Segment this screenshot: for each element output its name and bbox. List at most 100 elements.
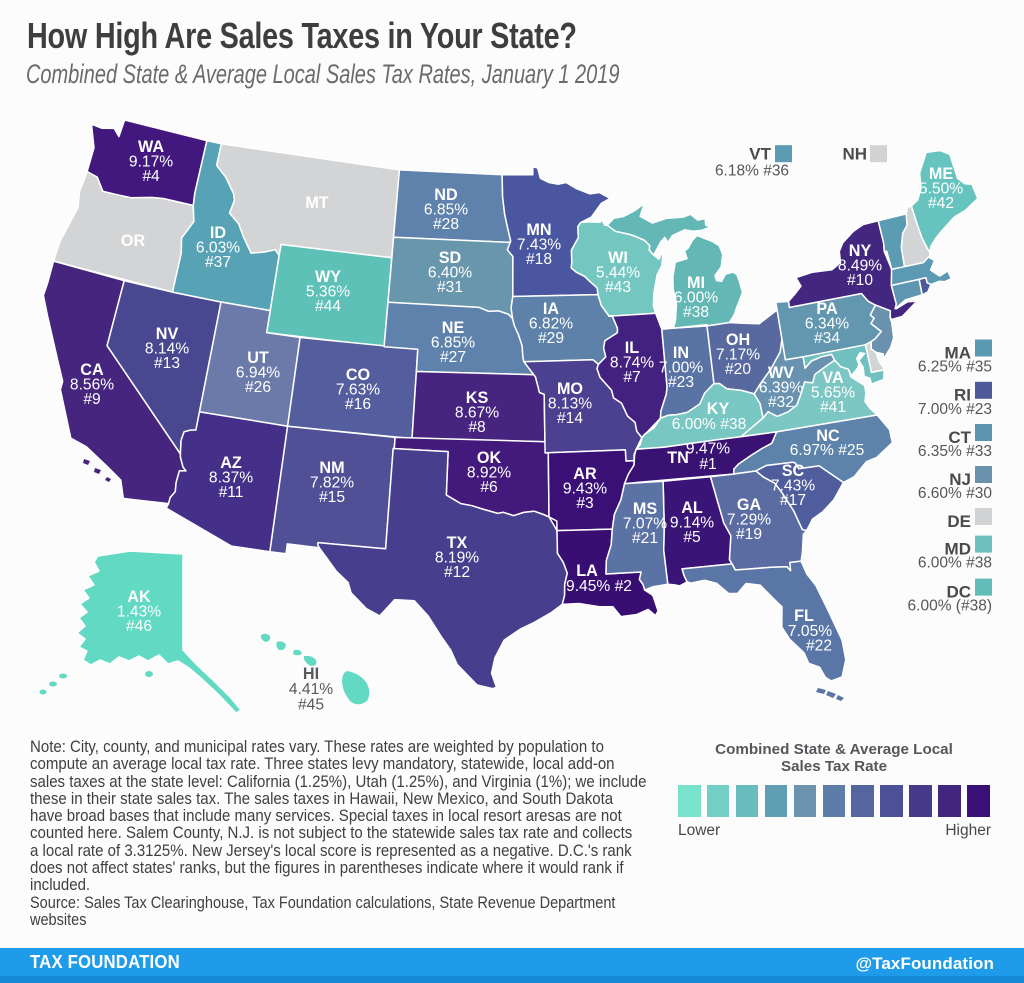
svg-text:CO: CO xyxy=(346,366,370,384)
svg-text:NE: NE xyxy=(442,319,465,337)
svg-text:IN: IN xyxy=(673,344,689,362)
svg-text:FL: FL xyxy=(794,607,814,625)
svg-text:9.43%: 9.43% xyxy=(563,480,607,497)
svg-text:#42: #42 xyxy=(928,195,954,212)
svg-text:#6: #6 xyxy=(480,479,497,496)
svg-text:9.47%: 9.47% xyxy=(686,441,730,458)
svg-text:AK: AK xyxy=(127,588,151,606)
svg-text:5.44%: 5.44% xyxy=(596,264,640,281)
svg-text:VA: VA xyxy=(822,369,844,387)
svg-text:MS: MS xyxy=(633,500,657,518)
svg-text:#43: #43 xyxy=(605,279,631,296)
svg-text:NJ: NJ xyxy=(949,470,971,489)
svg-text:7.00%: 7.00% xyxy=(659,359,703,376)
svg-text:#41: #41 xyxy=(820,399,846,416)
svg-text:#7: #7 xyxy=(623,369,640,386)
svg-text:#34: #34 xyxy=(814,330,840,347)
svg-text:WY: WY xyxy=(315,268,341,286)
svg-text:SD: SD xyxy=(439,249,462,267)
svg-text:#14: #14 xyxy=(557,410,583,427)
svg-text:6.25% #35: 6.25% #35 xyxy=(918,359,992,376)
svg-text:6.60% #30: 6.60% #30 xyxy=(918,485,992,502)
svg-text:NY: NY xyxy=(849,242,872,260)
svg-text:NH: NH xyxy=(842,145,867,164)
svg-text:#46: #46 xyxy=(126,618,152,635)
svg-text:4.41%: 4.41% xyxy=(289,681,333,698)
svg-text:ID: ID xyxy=(210,224,226,242)
svg-text:#37: #37 xyxy=(205,254,231,271)
svg-text:6.34%: 6.34% xyxy=(805,315,849,332)
svg-text:7.82%: 7.82% xyxy=(310,474,354,491)
svg-text:7.63%: 7.63% xyxy=(336,381,380,398)
svg-text:6.39%: 6.39% xyxy=(759,379,803,396)
svg-text:ND: ND xyxy=(434,186,458,204)
svg-text:5.65%: 5.65% xyxy=(811,384,855,401)
svg-text:SC: SC xyxy=(782,462,805,480)
svg-text:MN: MN xyxy=(526,221,551,239)
svg-text:#27: #27 xyxy=(440,349,466,366)
svg-text:NM: NM xyxy=(319,459,344,477)
svg-text:#38: #38 xyxy=(683,304,709,321)
svg-text:#10: #10 xyxy=(847,272,873,289)
svg-text:#23: #23 xyxy=(668,374,694,391)
svg-text:CT: CT xyxy=(948,428,971,447)
svg-text:#29: #29 xyxy=(538,330,564,347)
svg-text:IA: IA xyxy=(543,300,559,318)
svg-text:GA: GA xyxy=(737,496,762,514)
svg-text:#8: #8 xyxy=(468,419,485,436)
svg-text:AL: AL xyxy=(681,499,703,517)
svg-text:OK: OK xyxy=(477,449,502,467)
svg-text:MO: MO xyxy=(557,380,583,398)
svg-text:8.56%: 8.56% xyxy=(70,376,114,393)
svg-text:6.40%: 6.40% xyxy=(428,264,472,281)
svg-text:RI: RI xyxy=(954,386,971,405)
svg-text:7.29%: 7.29% xyxy=(727,511,771,528)
svg-text:KS: KS xyxy=(466,389,489,407)
svg-text:9.17%: 9.17% xyxy=(129,153,173,170)
svg-text:6.97% #25: 6.97% #25 xyxy=(790,442,865,459)
svg-text:#20: #20 xyxy=(725,361,751,378)
svg-text:#28: #28 xyxy=(433,216,459,233)
svg-text:MA: MA xyxy=(945,343,971,362)
svg-text:6.00% (#38): 6.00% (#38) xyxy=(908,598,992,615)
svg-text:7.07%: 7.07% xyxy=(623,515,667,532)
svg-text:PA: PA xyxy=(816,300,838,318)
svg-text:6.00%: 6.00% xyxy=(674,289,718,306)
svg-text:#26: #26 xyxy=(245,379,271,396)
svg-text:DC: DC xyxy=(946,582,971,601)
svg-text:#9: #9 xyxy=(83,391,100,408)
svg-text:#19: #19 xyxy=(736,526,762,543)
svg-text:ME: ME xyxy=(929,165,953,183)
svg-text:5.36%: 5.36% xyxy=(306,283,350,300)
svg-text:#31: #31 xyxy=(437,279,463,296)
svg-text:#17: #17 xyxy=(780,492,806,509)
svg-text:UT: UT xyxy=(247,349,269,367)
svg-text:7.43%: 7.43% xyxy=(517,236,561,253)
svg-text:8.19%: 8.19% xyxy=(435,549,479,566)
svg-text:9.14%: 9.14% xyxy=(670,514,714,531)
svg-text:TX: TX xyxy=(447,534,468,552)
svg-text:MD: MD xyxy=(945,539,971,558)
svg-text:#21: #21 xyxy=(632,530,658,547)
svg-text:VT: VT xyxy=(749,145,771,164)
svg-text:8.14%: 8.14% xyxy=(145,340,189,357)
svg-text:8.92%: 8.92% xyxy=(467,464,511,481)
svg-text:#32: #32 xyxy=(768,394,794,411)
svg-text:8.74%: 8.74% xyxy=(610,354,654,371)
svg-text:8.13%: 8.13% xyxy=(548,395,592,412)
svg-text:CA: CA xyxy=(80,361,104,379)
svg-text:9.45% #2: 9.45% #2 xyxy=(566,578,632,595)
svg-text:TN: TN xyxy=(667,449,689,467)
svg-text:AR: AR xyxy=(573,465,597,483)
svg-text:6.00% #38: 6.00% #38 xyxy=(672,416,747,433)
svg-text:6.85%: 6.85% xyxy=(431,334,475,351)
svg-text:8.67%: 8.67% xyxy=(455,404,499,421)
svg-text:WV: WV xyxy=(768,364,794,382)
svg-text:6.85%: 6.85% xyxy=(424,201,468,218)
svg-text:5.50%: 5.50% xyxy=(919,180,963,197)
svg-text:7.00% #23: 7.00% #23 xyxy=(918,401,992,418)
svg-text:#11: #11 xyxy=(219,484,244,501)
svg-text:6.03%: 6.03% xyxy=(196,239,240,256)
svg-text:#1: #1 xyxy=(699,456,716,473)
svg-text:#12: #12 xyxy=(444,564,470,581)
